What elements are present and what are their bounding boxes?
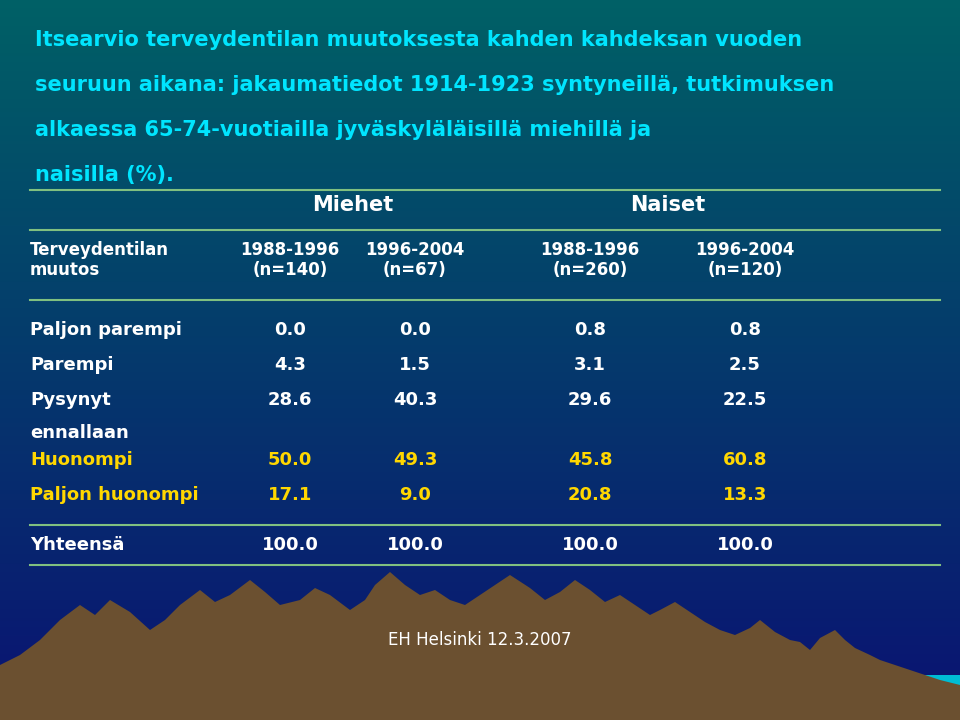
Text: 0.0: 0.0 [274, 321, 306, 339]
Text: 9.0: 9.0 [399, 486, 431, 504]
Text: Naiset: Naiset [630, 195, 706, 215]
Text: 60.8: 60.8 [723, 451, 767, 469]
Text: Parempi: Parempi [30, 356, 113, 374]
Text: Miehet: Miehet [312, 195, 394, 215]
Text: 100.0: 100.0 [261, 536, 319, 554]
Text: Yhteensä: Yhteensä [30, 536, 125, 554]
Text: naisilla (%).: naisilla (%). [35, 165, 174, 185]
Text: 13.3: 13.3 [723, 486, 767, 504]
Text: 22.5: 22.5 [723, 391, 767, 409]
Text: 4.3: 4.3 [274, 356, 306, 374]
Text: 0.0: 0.0 [399, 321, 431, 339]
Polygon shape [0, 572, 960, 720]
Text: 28.6: 28.6 [268, 391, 312, 409]
Text: Pysynyt: Pysynyt [30, 391, 110, 409]
Text: 100.0: 100.0 [562, 536, 618, 554]
Text: 17.1: 17.1 [268, 486, 312, 504]
Text: 49.3: 49.3 [393, 451, 437, 469]
Text: 40.3: 40.3 [393, 391, 437, 409]
Text: 45.8: 45.8 [567, 451, 612, 469]
Text: 20.8: 20.8 [567, 486, 612, 504]
Text: 100.0: 100.0 [716, 536, 774, 554]
Text: Huonompi: Huonompi [30, 451, 132, 469]
Text: 29.6: 29.6 [567, 391, 612, 409]
Text: Paljon parempi: Paljon parempi [30, 321, 181, 339]
Text: Terveydentilan
muutos: Terveydentilan muutos [30, 240, 169, 279]
Text: 0.8: 0.8 [729, 321, 761, 339]
Text: EH Helsinki 12.3.2007: EH Helsinki 12.3.2007 [388, 631, 572, 649]
Text: 0.8: 0.8 [574, 321, 606, 339]
Text: 1996-2004
(n=120): 1996-2004 (n=120) [695, 240, 795, 279]
Text: 3.1: 3.1 [574, 356, 606, 374]
Text: 1996-2004
(n=67): 1996-2004 (n=67) [366, 240, 465, 279]
Text: 1.5: 1.5 [399, 356, 431, 374]
Text: 50.0: 50.0 [268, 451, 312, 469]
Text: 100.0: 100.0 [387, 536, 444, 554]
Text: ennallaan: ennallaan [30, 424, 129, 442]
Text: Paljon huonompi: Paljon huonompi [30, 486, 199, 504]
Text: 1988-1996
(n=140): 1988-1996 (n=140) [240, 240, 340, 279]
Text: 2.5: 2.5 [729, 356, 761, 374]
Text: seuruun aikana: jakaumatiedot 1914-1923 syntyneillä, tutkimuksen: seuruun aikana: jakaumatiedot 1914-1923 … [35, 75, 834, 95]
Text: Itsearvio terveydentilan muutoksesta kahden kahdeksan vuoden: Itsearvio terveydentilan muutoksesta kah… [35, 30, 803, 50]
Polygon shape [750, 675, 960, 720]
Text: alkaessa 65-74-vuotiailla jyväskyläläisillä miehillä ja: alkaessa 65-74-vuotiailla jyväskyläläisi… [35, 120, 651, 140]
Text: 1988-1996
(n=260): 1988-1996 (n=260) [540, 240, 639, 279]
